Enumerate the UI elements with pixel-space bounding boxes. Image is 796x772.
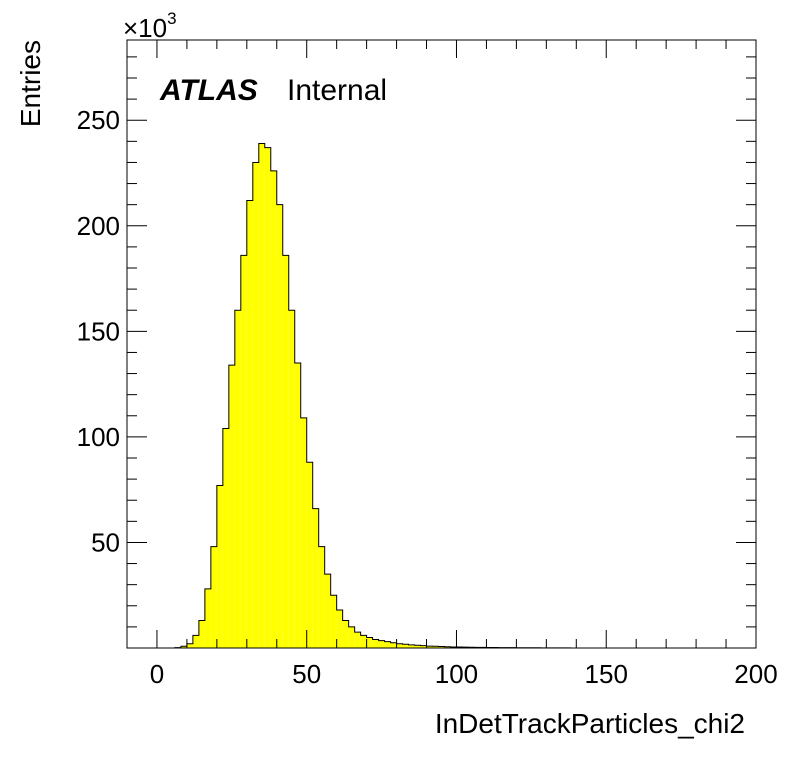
y-tick-label: 50 xyxy=(91,527,120,557)
histogram-bin xyxy=(312,508,319,648)
x-tick-label: 150 xyxy=(585,659,628,689)
histogram-bin xyxy=(186,643,193,648)
histogram-bin xyxy=(378,640,385,648)
y-axis-multiplier-base: ×10 xyxy=(123,13,167,43)
y-axis-multiplier: ×103 xyxy=(123,9,177,43)
histogram-bin xyxy=(306,462,313,648)
internal-label: Internal xyxy=(287,74,387,107)
histogram-bin xyxy=(336,610,343,648)
histogram-bin xyxy=(390,642,397,648)
histogram-bin xyxy=(342,620,349,648)
histogram-bin xyxy=(228,365,235,648)
y-axis-multiplier-exponent: 3 xyxy=(167,9,176,28)
x-axis-ticks: 0 50 100 150 200 xyxy=(126,40,778,689)
histogram-bin xyxy=(270,170,277,648)
histogram-bin xyxy=(288,310,295,648)
histogram-bin xyxy=(360,635,367,648)
histogram-bin xyxy=(246,200,253,648)
x-axis-title: InDetTrackParticles_chi2 xyxy=(435,708,745,739)
atlas-label: ATLAS xyxy=(159,74,258,107)
histogram-bin xyxy=(300,417,307,648)
histogram-bin xyxy=(318,546,325,648)
histogram-bin xyxy=(330,595,337,648)
histogram-bin xyxy=(450,646,457,648)
histogram-bin xyxy=(240,255,247,649)
histogram-bin xyxy=(354,632,361,648)
y-tick-label: 250 xyxy=(77,105,120,135)
histogram-bin xyxy=(402,644,409,648)
histogram-bin xyxy=(348,626,355,648)
histogram-bin xyxy=(276,204,283,648)
histogram-bars xyxy=(174,143,571,649)
x-tick-label: 50 xyxy=(292,659,321,689)
histogram-bin xyxy=(180,646,187,648)
histogram-bin xyxy=(384,641,391,648)
histogram-bin xyxy=(438,646,445,648)
histogram-bin xyxy=(408,644,415,648)
y-tick-label: 150 xyxy=(77,316,120,346)
histogram-bin xyxy=(432,646,439,648)
histogram-bin xyxy=(204,588,211,648)
histogram-bin xyxy=(234,310,241,648)
x-tick-label: 100 xyxy=(435,659,478,689)
histogram-bin xyxy=(252,162,259,648)
histogram-bin xyxy=(372,639,379,648)
histogram-bin xyxy=(444,646,451,648)
histogram-bin xyxy=(216,485,223,648)
histogram-bin xyxy=(366,637,373,648)
histogram-bin xyxy=(258,143,265,648)
histogram-bin xyxy=(222,428,229,648)
y-axis-ticks: 50 100 150 200 250 xyxy=(77,56,756,628)
histogram-bin xyxy=(294,363,301,648)
histogram-bin xyxy=(198,620,205,648)
histogram-bin xyxy=(420,645,427,648)
histogram-bin xyxy=(414,645,421,648)
histogram-bin xyxy=(210,546,217,648)
x-tick-label: 200 xyxy=(734,659,777,689)
y-axis-title: Entries xyxy=(15,40,46,127)
histogram-bin xyxy=(396,643,403,648)
histogram-bin xyxy=(282,255,289,649)
histogram-bin xyxy=(324,574,331,648)
y-tick-label: 200 xyxy=(77,211,120,241)
plot-frame xyxy=(126,39,757,649)
x-tick-label: 0 xyxy=(150,659,164,689)
histogram-bin xyxy=(264,147,271,648)
histogram-bin xyxy=(426,646,433,648)
histogram-bin xyxy=(192,635,199,648)
y-tick-label: 100 xyxy=(77,422,120,452)
